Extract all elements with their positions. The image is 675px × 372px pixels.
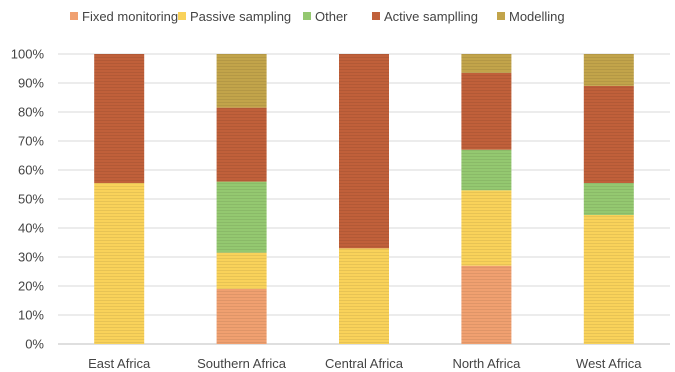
y-tick-label: 10% (18, 308, 44, 323)
legend-label: Active samplling (384, 9, 478, 24)
bar-segment-texture (461, 72, 512, 150)
bar-segment-texture (216, 252, 267, 289)
legend-label: Modelling (509, 9, 565, 24)
x-axis-category-labels: East Africa Southern Africa Central Africa… (88, 356, 642, 371)
legend-swatch-modelling (497, 12, 505, 20)
legend-swatch-other (303, 12, 311, 20)
legend-label: Fixed monitoring (82, 9, 178, 24)
bar-segment-texture (216, 107, 267, 182)
bar-segment-texture (461, 190, 512, 266)
y-tick-label: 40% (18, 221, 44, 236)
x-category-label: East Africa (88, 356, 151, 371)
y-tick-label: 60% (18, 163, 44, 178)
bar-segment-texture (339, 54, 389, 249)
bars (94, 54, 634, 344)
y-axis-tick-labels: 0% 10% 20% 30% 40% 50% 60% 70% 80% 90% 100% (11, 47, 45, 352)
y-tick-label: 20% (18, 279, 44, 294)
x-category-label: Central Africa (325, 356, 404, 371)
bar-segment-texture (461, 54, 512, 73)
legend-swatch-passive-sampling (178, 12, 186, 20)
legend-swatch-fixed-monitoring (70, 12, 78, 20)
bar-segment-texture (583, 85, 634, 184)
legend-label: Other (315, 9, 348, 24)
bar-segment-texture (461, 149, 512, 191)
bar-segment-texture (216, 288, 267, 344)
bar-segment-texture (339, 248, 389, 344)
bar-segment-texture (216, 181, 267, 253)
bar-segment-texture (583, 214, 634, 344)
y-tick-label: 100% (11, 47, 45, 62)
bar-segment-texture (94, 183, 145, 344)
y-tick-label: 30% (18, 250, 44, 265)
bar-segment-texture (583, 54, 634, 86)
y-tick-label: 0% (25, 337, 44, 352)
y-tick-label: 70% (18, 134, 44, 149)
bar-segment-texture (216, 54, 267, 108)
legend-label: Passive sampling (190, 9, 291, 24)
bar-segment-texture (94, 54, 145, 184)
y-tick-label: 50% (18, 192, 44, 207)
legend: Fixed monitoring Passive sampling Other Act… (70, 9, 565, 24)
y-tick-label: 90% (18, 76, 44, 91)
x-category-label: West Africa (576, 356, 642, 371)
legend-swatch-active-samplling (372, 12, 380, 20)
bar-segment-texture (583, 183, 634, 215)
x-category-label: Southern Africa (197, 356, 287, 371)
x-category-label: North Africa (452, 356, 521, 371)
y-tick-label: 80% (18, 105, 44, 120)
bar-segment-texture (461, 265, 512, 344)
